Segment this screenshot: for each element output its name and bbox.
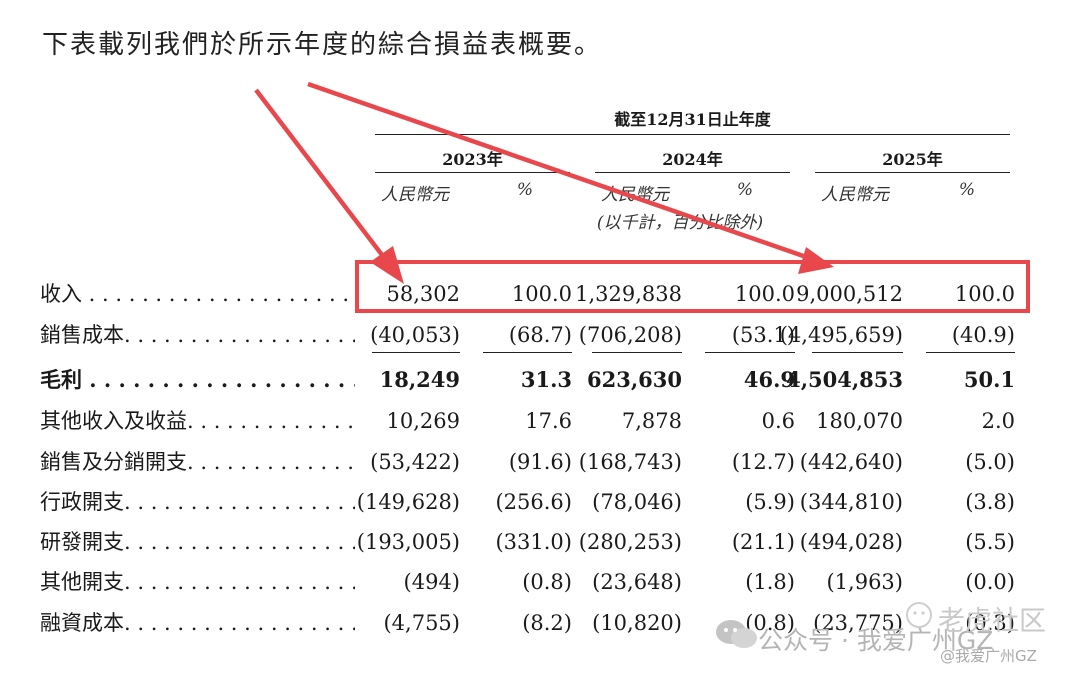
year-2024-header: 2024年 — [662, 150, 723, 169]
cell-value: 50.1 — [963, 367, 1015, 392]
year-2025-header: 2025年 — [882, 150, 943, 169]
year-2025-underline — [815, 172, 1010, 173]
cell-value: (78,046) — [592, 490, 682, 514]
row-label: 融資成本. . . . . . . . . . . . . . . . . . … — [40, 611, 355, 635]
cell-value: (4,755) — [383, 611, 460, 635]
cell-value: 9,000,512 — [796, 282, 903, 306]
cell-value: (5.0) — [965, 450, 1015, 474]
cell-value: (256.6) — [495, 490, 572, 514]
period-underline — [375, 134, 1010, 135]
cell-value: (10,820) — [592, 611, 682, 635]
cell-value: (494) — [403, 570, 460, 594]
cell-value: (168,743) — [578, 450, 682, 474]
revenue-highlight-box — [355, 260, 1030, 313]
unit-pct-2023: % — [516, 180, 534, 200]
cell-value: 100.0 — [511, 282, 572, 306]
cell-value: (0.8) — [522, 570, 572, 594]
cell-value: (40,053) — [370, 323, 460, 347]
cell-value: 7,878 — [621, 409, 682, 433]
watermark-wechat: 公众号 · 我爱广州GZ — [758, 626, 994, 655]
row-label: 收入 . . . . . . . . . . . . . . . . . . .… — [40, 282, 355, 306]
unit-pct-2024: % — [736, 180, 754, 200]
cell-value: 2.0 — [981, 409, 1015, 433]
period-header: 截至12月31日止年度 — [614, 110, 771, 129]
cell-value: (494,028) — [799, 530, 903, 554]
cell-value: 623,630 — [587, 367, 682, 392]
row-label: 研發開支. . . . . . . . . . . . . . . . . . … — [40, 530, 355, 554]
cell-value: (40.9) — [951, 323, 1015, 347]
cell-value: 58,302 — [386, 282, 460, 306]
year-2023-underline — [375, 172, 570, 173]
cell-value: (3.8) — [965, 490, 1015, 514]
wechat-icon — [716, 620, 757, 648]
unit-rmb-2023: 人民幣元 — [381, 185, 449, 205]
row-label: 行政開支. . . . . . . . . . . . . . . . . . … — [40, 490, 355, 514]
cell-value: 4,504,853 — [786, 367, 903, 392]
unit-rmb-2025: 人民幣元 — [821, 185, 889, 205]
unit-pct-2025: % — [958, 180, 976, 200]
row-label: 銷售及分銷開支. . . . . . . . . . . . . . . . .… — [40, 450, 355, 474]
arrow-to-2023-revenue — [254, 88, 404, 284]
watermark-handle: @我爱广州GZ — [940, 647, 1037, 665]
cell-value: (344,810) — [799, 490, 903, 514]
row-label: 毛利 . . . . . . . . . . . . . . . . . . .… — [40, 367, 355, 392]
subtotal-rule — [705, 352, 795, 353]
subtotal-rule — [926, 352, 1015, 353]
cell-value: (5.9) — [745, 490, 795, 514]
cell-value: 46.9 — [743, 367, 795, 392]
year-2024-underline — [595, 172, 790, 173]
cell-value: (149,628) — [356, 490, 460, 514]
intro-text: 下表載列我們於所示年度的綜合損益表概要。 — [42, 30, 603, 60]
cell-value: (23,775) — [813, 611, 903, 635]
cell-value: 31.3 — [520, 367, 572, 392]
cell-value: (4,495,659) — [779, 323, 903, 347]
cell-value: (53.1) — [731, 323, 795, 347]
subtotal-rule — [592, 352, 682, 353]
cell-value: 0.6 — [761, 409, 795, 433]
cell-value: (193,005) — [356, 530, 460, 554]
cell-value: (1.8) — [745, 570, 795, 594]
row-label: 其他收入及收益. . . . . . . . . . . . . . . . .… — [40, 409, 355, 433]
cell-value: (706,208) — [578, 323, 682, 347]
cell-value: (0.3) — [965, 611, 1015, 635]
subtotal-rule — [372, 352, 460, 353]
arrow-to-2025-revenue — [307, 81, 834, 274]
cell-value: 100.0 — [734, 282, 795, 306]
cell-value: (68.7) — [508, 323, 572, 347]
cell-value: 100.0 — [954, 282, 1015, 306]
cell-value: 180,070 — [816, 409, 903, 433]
cell-value: (23,648) — [592, 570, 682, 594]
cell-value: (331.0) — [495, 530, 572, 554]
cell-value: (1,963) — [826, 570, 903, 594]
row-label: 銷售成本. . . . . . . . . . . . . . . . . . … — [40, 323, 355, 347]
cell-value: (280,253) — [578, 530, 682, 554]
subtotal-rule — [812, 352, 903, 353]
year-2023-header: 2023年 — [442, 150, 503, 169]
cell-value: 17.6 — [525, 409, 572, 433]
tiger-icon — [906, 602, 932, 628]
row-label: 其他開支. . . . . . . . . . . . . . . . . . … — [40, 570, 355, 594]
cell-value: (0.0) — [965, 570, 1015, 594]
cell-value: (21.1) — [731, 530, 795, 554]
cell-value: (53,422) — [370, 450, 460, 474]
subtotal-rule — [483, 352, 572, 353]
cell-value: (0.8) — [745, 611, 795, 635]
watermark-brand: 老虎社区 — [938, 606, 1046, 637]
cell-value: (91.6) — [508, 450, 572, 474]
cell-value: (442,640) — [799, 450, 903, 474]
cell-value: 1,329,838 — [575, 282, 682, 306]
cell-value: (8.2) — [522, 611, 572, 635]
cell-value: 18,249 — [379, 367, 460, 392]
cell-value: 10,269 — [386, 409, 460, 433]
cell-value: (12.7) — [731, 450, 795, 474]
cell-value: (5.5) — [965, 530, 1015, 554]
